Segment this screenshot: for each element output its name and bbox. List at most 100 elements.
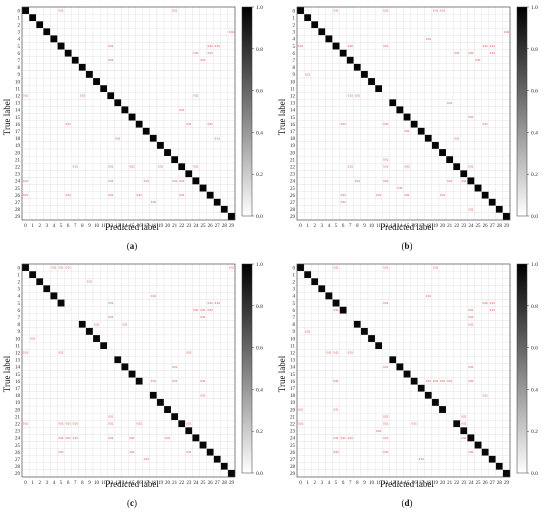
heatmap-cell [445,334,454,343]
heatmap-cell [396,306,404,314]
heatmap-cell [206,70,214,79]
heatmap-cell [453,441,461,449]
heatmap-cell [467,327,475,336]
heatmap-cell [213,120,221,128]
heatmap-cell [142,398,150,407]
heatmap-cell [185,434,193,442]
heatmap-cell [156,327,165,336]
heatmap-cell [28,455,37,463]
y-tick-label: 19 [290,144,296,149]
y-tick-label: 25 [15,187,21,192]
heatmap-cell [303,198,312,206]
heatmap-cell [43,155,51,164]
heatmap-cell [424,306,433,314]
heatmap-cell [303,113,312,121]
heatmap-cell [303,177,312,185]
heatmap-cell [64,327,72,336]
heatmap-cell [156,434,165,442]
heatmap-cell [227,391,236,400]
heatmap-cell [396,405,404,414]
heatmap-cell [85,92,94,100]
heatmap-cell [99,99,108,107]
heatmap-cell [142,163,150,171]
heatmap-cell [57,205,65,214]
heatmap-cell [128,398,136,407]
heatmap-cell [318,320,326,329]
heatmap-cell [43,405,51,414]
y-tick-label: 28 [290,208,296,213]
heatmap-cell [431,391,440,400]
heatmap-cell [453,21,461,29]
heatmap-cell [481,6,489,15]
heatmap-cell [170,469,179,478]
heatmap-cell [311,327,319,336]
heatmap-cell [128,198,136,206]
heatmap-cell [36,263,44,272]
heatmap-cell [78,420,87,428]
heatmap-cell [488,285,496,293]
heatmap-cell [311,84,319,93]
x-tick-label: 25 [476,224,482,229]
heatmap-cell [121,70,129,79]
heatmap-cell [85,84,94,93]
heatmap-cell [227,420,236,428]
heatmap-cell [28,263,37,272]
heatmap-cell [296,391,305,400]
heatmap-cell [170,21,179,29]
heatmap-cell [481,198,489,206]
heatmap-cell [474,349,482,357]
x-tick-label: 19 [433,481,439,486]
heatmap-cell [43,106,51,114]
heatmap-cell [438,469,447,478]
panel-caption: (c) [127,498,137,508]
x-tick-label: 7 [74,224,77,229]
heatmap-cell [353,292,362,300]
heatmap-cell [403,384,411,392]
cell-value-label: 0.01 [468,365,474,369]
y-tick-label: 10 [290,337,296,342]
heatmap-cell [353,278,362,286]
heatmap-cell [382,184,390,192]
heatmap-cell [332,170,340,178]
heatmap-cell [92,49,101,57]
heatmap-cell [220,285,229,293]
heatmap-cell [467,155,475,164]
heatmap-cell [303,349,312,357]
heatmap-cell [495,148,504,157]
heatmap-cell [227,313,236,321]
diagonal-cell [311,21,319,29]
heatmap-cell [453,327,461,336]
heatmap-cell [374,127,383,135]
heatmap-cell [374,77,383,86]
y-tick-label: 10 [15,337,21,342]
heatmap-cell [360,92,369,100]
heatmap-cell [453,320,461,329]
heatmap-cell [78,370,87,378]
heatmap-cell [99,420,108,428]
heatmap-cell [163,263,172,272]
heatmap-cell [431,205,440,214]
diagonal-cell [142,384,150,392]
heatmap-cell [199,398,207,407]
heatmap-cell [389,56,397,64]
heatmap-cell [206,155,214,164]
x-tick-label: 29 [229,224,235,229]
heatmap-cell [85,163,94,171]
heatmap-cell [495,391,504,400]
heatmap-cell [149,163,158,171]
heatmap-cell [21,384,30,392]
heatmap-cell [445,469,454,478]
heatmap-cell [389,263,397,272]
heatmap-cell [417,49,425,57]
heatmap-cell [410,198,418,206]
heatmap-cell [332,49,340,57]
heatmap-cell [389,134,397,143]
heatmap-cell [43,198,51,206]
cell-value-label: 0.01 [66,422,72,426]
heatmap-cell [346,398,354,407]
heatmap-cell [438,299,447,307]
heatmap-cell [178,35,186,43]
heatmap-cell [311,398,319,407]
heatmap-cell [57,84,65,93]
heatmap-cell [220,263,229,272]
